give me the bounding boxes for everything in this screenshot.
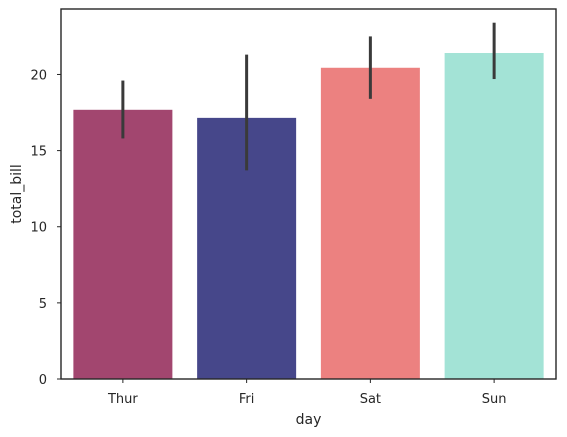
x-axis-ticks: Thur Fri Sat Sun <box>107 379 507 407</box>
y-tick-label: 0 <box>39 373 47 388</box>
y-tick-label: 10 <box>30 221 47 236</box>
bars-group <box>73 53 544 380</box>
y-axis-ticks: 0 5 10 15 20 <box>30 68 61 388</box>
bar-sun <box>444 53 544 379</box>
error-bars-group <box>121 22 496 171</box>
y-axis-label: total_bill <box>9 164 25 224</box>
x-tick-label: Thur <box>107 392 138 407</box>
x-tick-label: Fri <box>239 392 255 407</box>
y-tick-label: 15 <box>30 145 47 160</box>
bar-sat <box>320 67 420 380</box>
bar-thur <box>73 109 173 380</box>
x-tick-label: Sun <box>482 392 507 407</box>
x-tick-label: Sat <box>360 392 381 407</box>
x-axis-label: day <box>296 412 322 428</box>
y-tick-label: 20 <box>30 68 47 83</box>
y-tick-label: 5 <box>39 297 47 312</box>
plot-frame <box>60 8 557 380</box>
